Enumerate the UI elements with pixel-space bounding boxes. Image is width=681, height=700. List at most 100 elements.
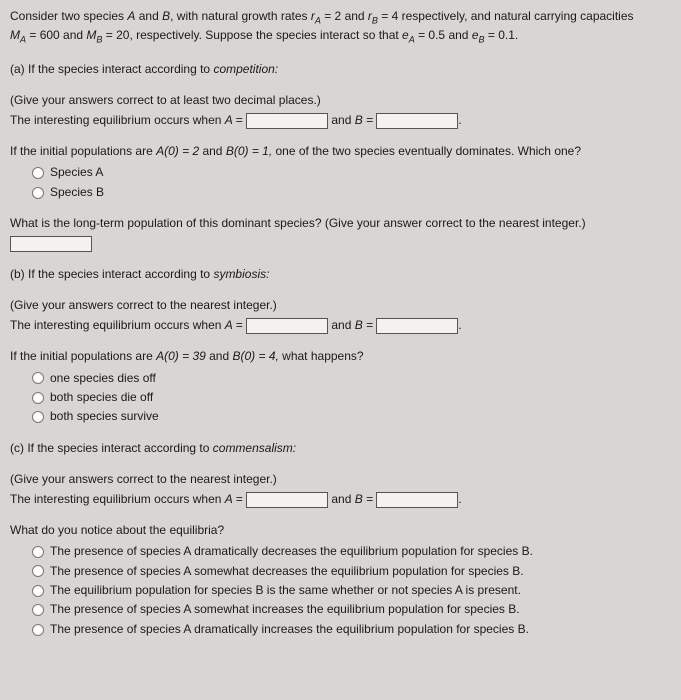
c-opt5-label: The presence of species A dramatically i… (50, 621, 529, 638)
c-input-A[interactable] (246, 492, 328, 508)
part-b-outcome: If the initial populations are A(0) = 39… (10, 348, 671, 426)
a-eq-pre: The interesting equilibrium occurs when (10, 113, 225, 127)
b-hint: (Give your answers correct to the neares… (10, 297, 671, 314)
ma-val: = 600 (26, 28, 63, 42)
part-a-equilibrium: (Give your answers correct to at least t… (10, 92, 671, 129)
part-a-dominance: If the initial populations are A(0) = 2 … (10, 143, 671, 201)
a-optA-label: Species A (50, 164, 103, 181)
part-c-notice: What do you notice about the equilibria?… (10, 522, 671, 638)
c-q2-text: What do you notice about the equilibria? (10, 522, 671, 539)
b-header-it: symbiosis: (213, 267, 269, 281)
a-radio-species-b[interactable] (32, 187, 44, 199)
c-radio-group: The presence of species A dramatically d… (10, 543, 671, 638)
b-q2-post: what happens? (282, 349, 363, 363)
c-radio-same[interactable] (32, 585, 44, 597)
c-radio-row-1: The presence of species A dramatically d… (32, 543, 671, 560)
a-header-pre: (a) If the species interact according to (10, 62, 213, 76)
intro-line1a: Consider two species (10, 9, 127, 23)
b-q2-pre: If the initial populations are (10, 349, 156, 363)
c-eq-pre: The interesting equilibrium occurs when (10, 492, 225, 506)
ea-label: e (402, 28, 409, 42)
intro-and2: and (63, 28, 86, 42)
b-B-eq: B = (355, 318, 377, 332)
a-q2-B0: B(0) = 1, (226, 144, 276, 158)
b-header-pre: (b) If the species interact according to (10, 267, 213, 281)
eb-label: e (472, 28, 479, 42)
c-radio-dram-inc[interactable] (32, 624, 44, 636)
intro-line1c: , with natural growth rates (170, 9, 311, 23)
a-radio-group: Species A Species B (10, 164, 671, 201)
c-radio-row-2: The presence of species A somewhat decre… (32, 563, 671, 580)
c-header-pre: (c) If the species interact according to (10, 441, 213, 455)
b-radio-row-3: both species survive (32, 408, 671, 425)
b-radio-group: one species dies off both species die of… (10, 370, 671, 426)
ea-val: = 0.5 (415, 28, 449, 42)
intro-line2b: respectively. Suppose the species intera… (136, 28, 402, 42)
c-header-it: commensalism: (213, 441, 296, 455)
a-period: . (458, 113, 461, 127)
b-A-eq: A = (225, 318, 246, 332)
species-b: B (162, 9, 170, 23)
c-radio-row-3: The equilibrium population for species B… (32, 582, 671, 599)
b-q2-A0: A(0) = 39 (156, 349, 209, 363)
a-A-eq: A = (225, 113, 246, 127)
a-radio-species-a[interactable] (32, 167, 44, 179)
ra-val: = 2 (321, 9, 345, 23)
part-b-header: (b) If the species interact according to… (10, 266, 671, 283)
mb-label: M (86, 28, 96, 42)
b-opt2-label: both species die off (50, 389, 153, 406)
b-radio-one-dies[interactable] (32, 372, 44, 384)
a-header-it: competition: (213, 62, 278, 76)
a-input-A[interactable] (246, 113, 328, 129)
a-q2-text: If the initial populations are A(0) = 2 … (10, 143, 671, 160)
part-b-equilibrium: (Give your answers correct to the neares… (10, 297, 671, 334)
part-c-equilibrium: (Give your answers correct to the neares… (10, 471, 671, 508)
a-q2-pre: If the initial populations are (10, 144, 156, 158)
c-opt2-label: The presence of species A somewhat decre… (50, 563, 524, 580)
mb-val: = 20, (102, 28, 136, 42)
intro-and3: and (448, 28, 471, 42)
c-radio-some-inc[interactable] (32, 604, 44, 616)
c-input-B[interactable] (376, 492, 458, 508)
b-radio-row-1: one species dies off (32, 370, 671, 387)
c-period: . (458, 492, 461, 506)
a-radio-row-B: Species B (32, 184, 671, 201)
c-radio-row-4: The presence of species A somewhat incre… (32, 601, 671, 618)
a-optB-label: Species B (50, 184, 104, 201)
c-B-eq: B = (355, 492, 377, 506)
part-a-longterm: What is the long-term population of this… (10, 215, 671, 252)
b-radio-both-die[interactable] (32, 392, 44, 404)
c-opt3-label: The equilibrium population for species B… (50, 582, 521, 599)
c-hint: (Give your answers correct to the neares… (10, 471, 671, 488)
intro-and1: and (345, 9, 368, 23)
c-and: and (328, 492, 355, 506)
intro-resp: respectively, and natural carrying capac… (402, 9, 634, 23)
b-and: and (328, 318, 355, 332)
c-opt4-label: The presence of species A somewhat incre… (50, 601, 520, 618)
a-q2-and: and (202, 144, 225, 158)
c-radio-some-dec[interactable] (32, 565, 44, 577)
a-input-longterm[interactable] (10, 236, 92, 252)
b-eq-pre: The interesting equilibrium occurs when (10, 318, 225, 332)
c-radio-row-5: The presence of species A dramatically i… (32, 621, 671, 638)
c-eq-row: The interesting equilibrium occurs when … (10, 491, 671, 508)
part-a-header: (a) If the species interact according to… (10, 61, 671, 78)
c-A-eq: A = (225, 492, 246, 506)
c-opt1-label: The presence of species A dramatically d… (50, 543, 533, 560)
a-q2-post: one of the two species eventually domina… (276, 144, 582, 158)
a-B-eq: B = (355, 113, 377, 127)
b-opt1-label: one species dies off (50, 370, 156, 387)
b-opt3-label: both species survive (50, 408, 159, 425)
intro-text: Consider two species A and B, with natur… (10, 8, 671, 47)
b-radio-both-survive[interactable] (32, 411, 44, 423)
b-radio-row-2: both species die off (32, 389, 671, 406)
a-q3-text: What is the long-term population of this… (10, 215, 671, 232)
b-input-A[interactable] (246, 318, 328, 334)
b-q2-B0: B(0) = 4, (232, 349, 282, 363)
a-input-B[interactable] (376, 113, 458, 129)
eb-val: = 0.1. (485, 28, 519, 42)
rb-val: = 4 (378, 9, 402, 23)
b-period: . (458, 318, 461, 332)
b-input-B[interactable] (376, 318, 458, 334)
c-radio-dram-dec[interactable] (32, 546, 44, 558)
